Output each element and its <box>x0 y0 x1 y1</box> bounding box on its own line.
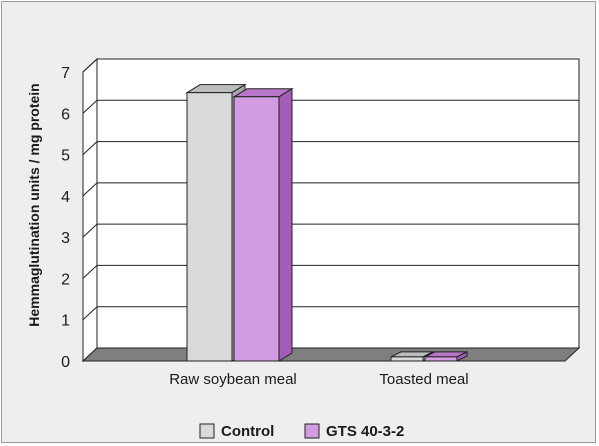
y-tick-label: 7 <box>61 65 70 82</box>
y-tick-label: 2 <box>61 271 70 288</box>
legend-swatch <box>200 424 214 438</box>
legend-label: Control <box>221 423 274 440</box>
x-tick-label: Toasted meal <box>379 371 468 388</box>
bar <box>425 357 457 361</box>
side-wall <box>83 59 97 361</box>
y-tick-label: 6 <box>61 106 70 123</box>
plot-area <box>97 59 579 348</box>
y-axis-label: Hemmaglutination units / mg protein <box>26 83 42 326</box>
x-tick-label: Raw soybean meal <box>169 371 297 388</box>
bar <box>234 97 279 361</box>
y-tick-label: 5 <box>61 148 70 165</box>
bar-side <box>279 89 292 361</box>
y-tick-label: 4 <box>61 189 70 206</box>
y-tick-label: 0 <box>61 354 70 371</box>
y-tick-label: 3 <box>61 230 70 247</box>
legend-swatch <box>305 424 319 438</box>
bar <box>391 357 423 361</box>
y-tick-label: 1 <box>61 313 70 330</box>
bar <box>187 93 232 361</box>
chart-floor <box>83 348 579 361</box>
legend-label: GTS 40-3-2 <box>326 423 404 440</box>
